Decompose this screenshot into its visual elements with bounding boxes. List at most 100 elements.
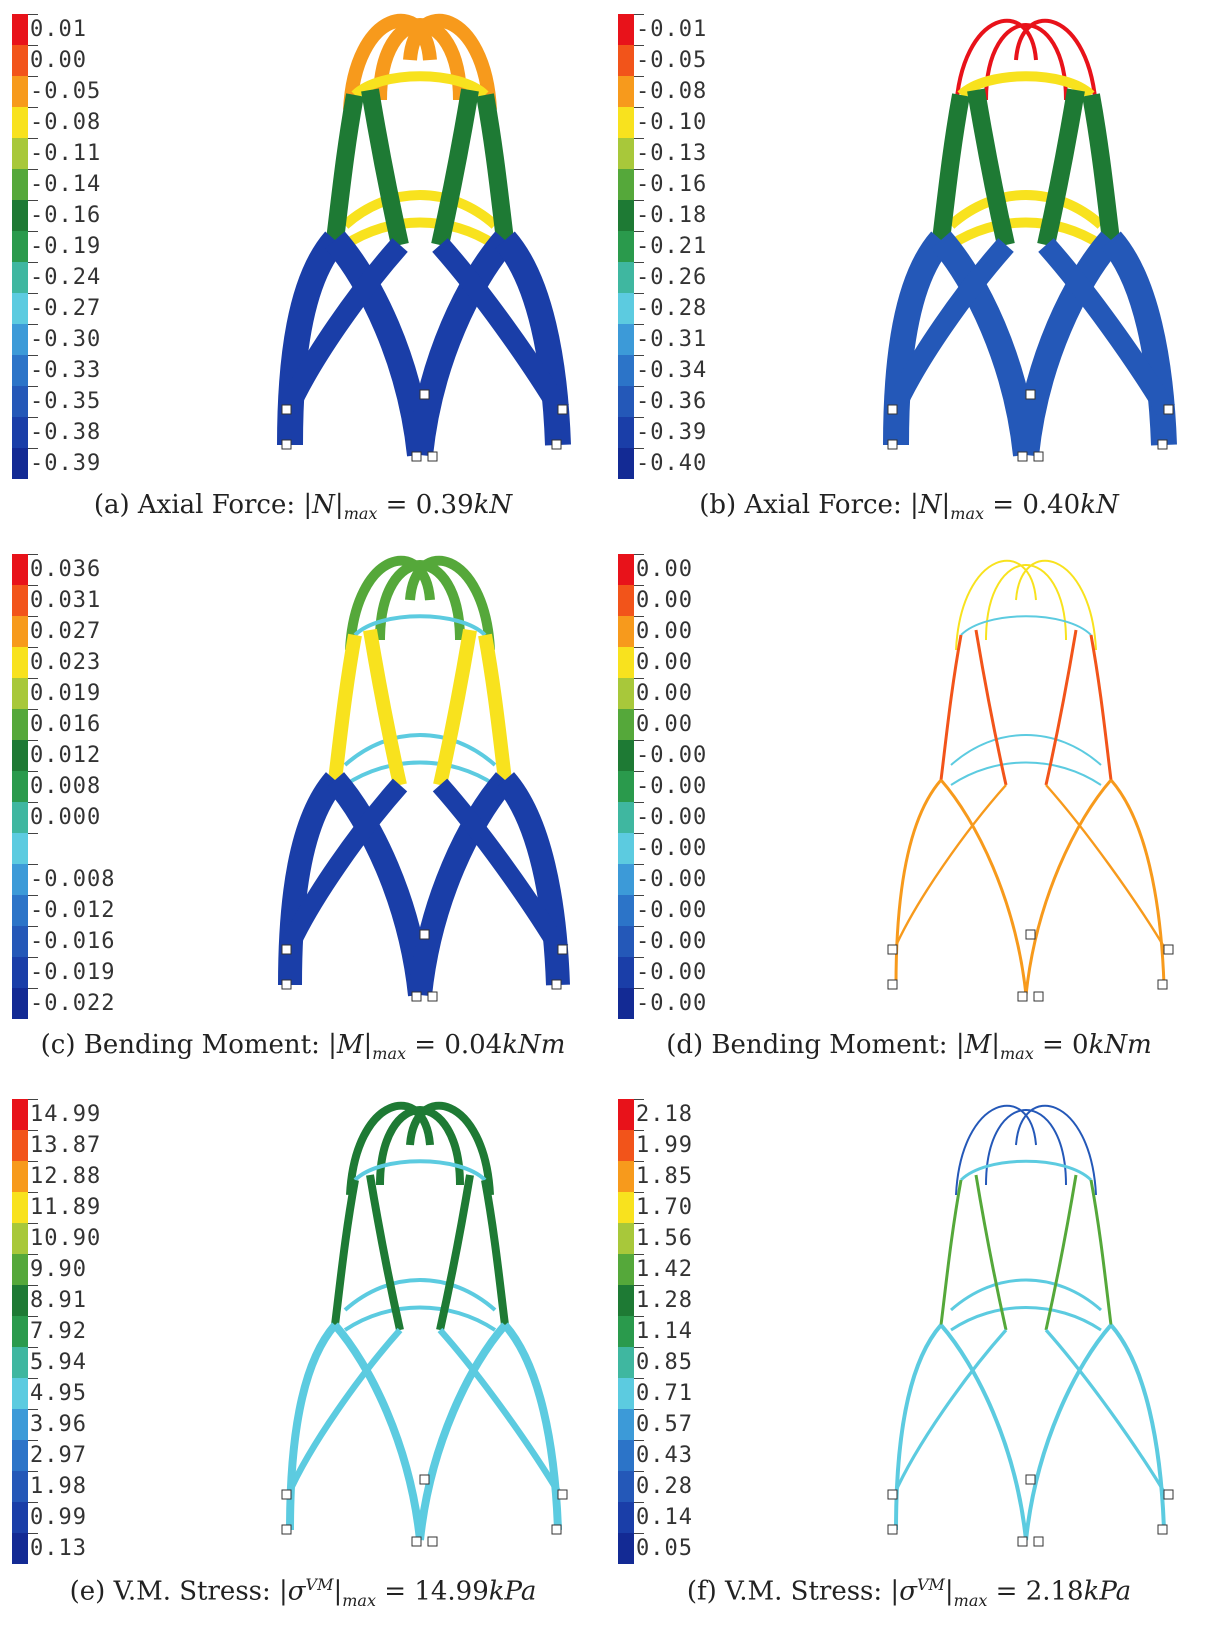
upper-leg <box>1089 634 1113 781</box>
legend-tick <box>28 802 38 803</box>
legend-label: -0.31 <box>636 327 708 352</box>
upper-leg <box>974 1174 1008 1331</box>
caption-a: (a) Axial Force: |N|max = 0.39kN <box>93 490 513 524</box>
legend-tick <box>28 740 38 741</box>
legend-label: 10.90 <box>30 1226 102 1251</box>
legend-label: 11.89 <box>30 1195 102 1220</box>
legend-swatch <box>12 1316 28 1347</box>
support-marker <box>1017 451 1028 462</box>
lower-leg <box>939 779 1028 996</box>
support-marker <box>1017 991 1028 1002</box>
lower-leg <box>1100 231 1177 446</box>
legend-swatch <box>618 262 634 293</box>
legend-tick <box>28 76 38 77</box>
support-marker <box>1025 1474 1036 1485</box>
lower-leg <box>939 1323 1028 1541</box>
legend-swatch <box>618 616 634 647</box>
support-marker <box>411 991 422 1002</box>
legend-swatch <box>618 1502 634 1533</box>
legend-label: -0.00 <box>636 836 708 861</box>
caption-prefix: (f) V.M. Stress: <box>686 1576 891 1607</box>
support-marker <box>557 1489 568 1500</box>
legend-label: -0.16 <box>30 203 102 228</box>
crown-arch <box>343 13 437 111</box>
upper-leg <box>431 88 479 247</box>
caption-symbol: σ <box>287 1576 306 1607</box>
mid-ring <box>341 190 499 229</box>
legend-swatch <box>618 1285 634 1316</box>
caption-sub: max <box>342 1590 376 1610</box>
crown-arch <box>1014 18 1098 111</box>
legend-swatch <box>12 262 28 293</box>
support-marker <box>1033 451 1044 462</box>
legend-swatch <box>618 585 634 616</box>
legend-swatch <box>12 957 28 988</box>
caption-value: 14.99 <box>414 1576 489 1607</box>
legend-tick <box>28 709 38 710</box>
legend-tick <box>28 1316 38 1317</box>
lower-leg <box>1044 1328 1168 1496</box>
legend-label: -0.05 <box>636 48 708 73</box>
legend-swatch <box>12 417 28 448</box>
legend-tick <box>28 14 38 15</box>
support-marker <box>427 1536 438 1547</box>
caption-unit: kNm <box>502 1030 566 1060</box>
legend-tick <box>28 1502 38 1503</box>
legend-label: -0.00 <box>636 960 708 985</box>
legend-label: 9.90 <box>30 1257 87 1282</box>
legend-tick <box>634 740 644 741</box>
caption-c: (c) Bending Moment: |M|max = 0.04kNm <box>40 1030 566 1064</box>
caption-value: 2.18 <box>1025 1576 1084 1607</box>
legend-tick <box>28 200 38 201</box>
support-marker <box>1025 929 1036 940</box>
caption-unit: kPa <box>1083 1576 1132 1607</box>
legend-swatch <box>12 76 28 107</box>
legend-tick <box>634 1192 644 1193</box>
crown-arch <box>403 13 497 111</box>
legend-tick <box>28 678 38 679</box>
legend-tick <box>634 988 644 989</box>
legend-tick <box>634 678 644 679</box>
legend-label: 0.01 <box>30 17 87 42</box>
legend-swatch <box>618 1223 634 1254</box>
caption-sub: max <box>372 1044 406 1064</box>
support-marker <box>551 979 562 990</box>
legend-label: -0.39 <box>636 420 708 445</box>
panel-f: 2.18 1.99 1.85 1.70 1.56 1.42 1.28 1.14 0.85 0.71… <box>606 1085 1212 1625</box>
caption-sub: max <box>343 504 378 524</box>
legend-label: 0.00 <box>636 681 693 706</box>
caption-sup: VM <box>305 1575 334 1594</box>
legend-tick <box>28 1440 38 1441</box>
lower-leg <box>416 1322 509 1541</box>
legend-tick <box>634 14 644 15</box>
legend-tick <box>28 138 38 139</box>
caption-symbol: σ <box>899 1576 917 1607</box>
structure-f <box>887 1104 1174 1547</box>
legend-tick <box>28 647 38 648</box>
crown-arch <box>955 1104 1037 1196</box>
legend-label: 0.00 <box>30 48 87 73</box>
crown-arch <box>955 559 1037 651</box>
legend-tick <box>28 262 38 263</box>
legend-tick <box>28 616 38 617</box>
legend-label: 0.14 <box>636 1505 693 1530</box>
legend-tick <box>28 895 38 896</box>
lower-leg <box>892 784 1007 951</box>
legend-tick <box>28 1285 38 1286</box>
support-marker <box>419 1474 430 1485</box>
legend-tick <box>634 864 644 865</box>
legend-label: 0.71 <box>636 1381 693 1406</box>
legend-swatch <box>12 616 28 647</box>
support-marker <box>887 439 898 450</box>
legend-label: -0.28 <box>636 296 708 321</box>
caption-prefix: (e) V.M. Stress: <box>69 1576 280 1607</box>
support-marker <box>419 389 430 400</box>
legend-swatch <box>618 200 634 231</box>
legend-swatch <box>12 231 28 262</box>
legend-tick <box>634 45 644 46</box>
support-marker <box>281 979 292 990</box>
lower-leg <box>1024 779 1113 996</box>
legend-tick <box>634 771 644 772</box>
upper-leg <box>939 634 963 781</box>
crown-arch <box>346 1101 434 1196</box>
